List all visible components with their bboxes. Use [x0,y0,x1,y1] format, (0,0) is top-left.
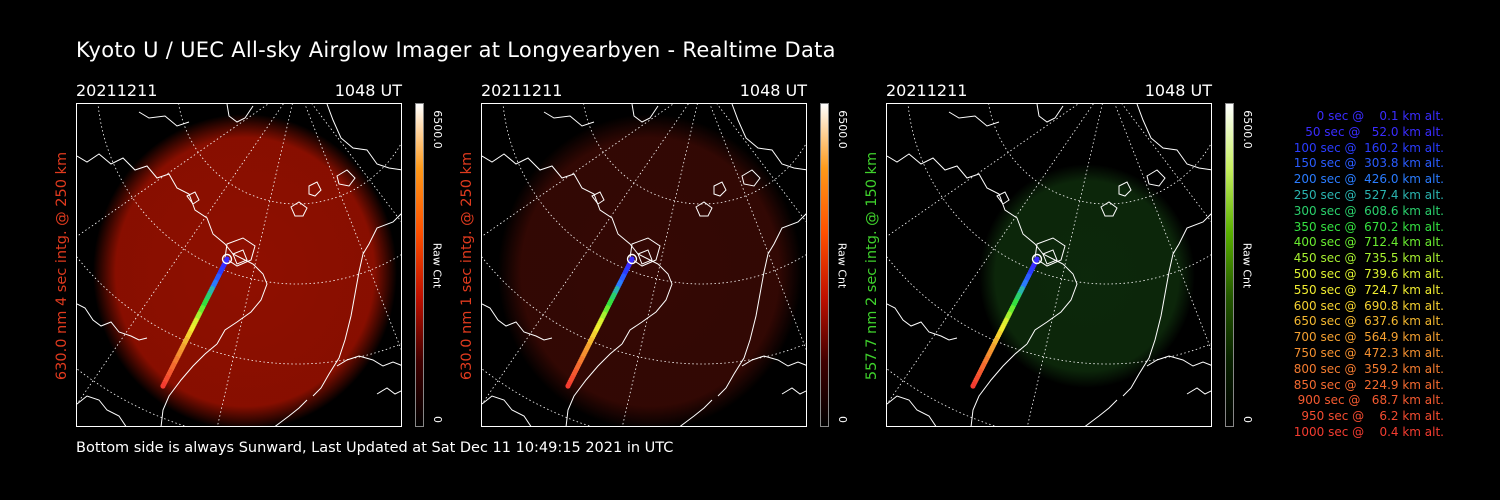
panel-time: 1048 UT [1144,81,1212,100]
panel-date: 20211211 [481,81,563,100]
legend-row: 600 sec @ 690.8 km alt. [1289,298,1444,313]
legend-row: 50 sec @ 52.0 km alt. [1297,124,1444,139]
legend-row: 1000 sec @ 0.4 km alt. [1293,424,1444,439]
colorbar-unit: Raw Cnt [835,242,849,288]
colorbar-max: 6500.0 [1240,110,1254,149]
panel-time: 1048 UT [334,81,402,100]
launch-site-marker [626,253,638,265]
panel-1: 20211211 1048 UT 630.0 nm 4 sec intg. @ … [54,80,476,440]
coastline [482,104,806,426]
map-svg [887,104,1211,426]
legend-row: 500 sec @ 739.6 km alt. [1289,266,1444,281]
legend-row: 250 sec @ 527.4 km alt. [1289,187,1444,202]
legend-row: 650 sec @ 637.6 km alt. [1289,314,1444,329]
legend-row: 350 sec @ 670.2 km alt. [1289,219,1444,234]
rocket-trajectory [970,256,1040,389]
all-sky-image[interactable] [76,103,402,427]
legend-row: 0 sec @ 0.1 km alt. [1305,109,1444,123]
panel-3: 20211211 1048 UT 557.7 nm 2 sec intg. @ … [864,80,1286,440]
launch-site-marker [1031,253,1043,265]
airglow-disk [498,114,802,426]
panel-time: 1048 UT [739,81,807,100]
graticule [482,104,806,426]
legend-row: 900 sec @ 68.7 km alt. [1293,393,1444,408]
trajectory-point [565,383,571,389]
footer-status: Bottom side is always Sunward, Last Upda… [76,440,674,456]
all-sky-image[interactable] [481,103,807,427]
colorbar [1225,103,1234,427]
panel-side-label: 630.0 nm 4 sec intg. @ 250 km [54,151,70,380]
map-svg [482,104,806,426]
graticule [887,104,1211,426]
legend-row: 700 sec @ 564.9 km alt. [1289,330,1444,345]
legend-row: 950 sec @ 6.2 km alt. [1297,409,1444,424]
map-svg [77,104,401,426]
page-title: Kyoto U / UEC All-sky Airglow Imager at … [76,38,836,62]
legend-row: 800 sec @ 359.2 km alt. [1289,361,1444,376]
trajectory-point [970,383,976,389]
legend-row: 300 sec @ 608.6 km alt. [1289,203,1444,218]
legend-row: 100 sec @ 160.2 km alt. [1289,140,1444,155]
colorbar-max: 6500.0 [430,110,444,149]
all-sky-image[interactable] [886,103,1212,427]
legend-row: 750 sec @ 472.3 km alt. [1289,345,1444,360]
colorbar-min: 0 [430,415,444,423]
legend-row: 850 sec @ 224.9 km alt. [1289,377,1444,392]
legend-row: 150 sec @ 303.8 km alt. [1289,156,1444,171]
panel-side-label: 630.0 nm 1 sec intg. @ 250 km [459,151,475,380]
colorbar [820,103,829,427]
legend-row: 450 sec @ 735.5 km alt. [1289,251,1444,266]
panel-date: 20211211 [76,81,158,100]
launch-site-marker [221,253,233,265]
coastline [77,104,401,426]
panel-2: 20211211 1048 UT 630.0 nm 1 sec intg. @ … [459,80,881,440]
colorbar-min: 0 [1240,415,1254,423]
rocket-trajectory [565,256,635,389]
colorbar-min: 0 [835,415,849,423]
panel-date: 20211211 [886,81,968,100]
graticule [77,104,401,426]
colorbar [415,103,424,427]
colorbar-max: 6500.0 [835,110,849,149]
legend-row: 550 sec @ 724.7 km alt. [1289,282,1444,297]
coastline [887,104,1211,426]
colorbar-unit: Raw Cnt [1240,242,1254,288]
trajectory-point [160,383,166,389]
legend-row: 200 sec @ 426.0 km alt. [1289,172,1444,187]
legend-row: 400 sec @ 712.4 km alt. [1289,235,1444,250]
panel-side-label: 557.7 nm 2 sec intg. @ 150 km [864,151,880,380]
trajectory-legend: 0 sec @ 0.1 km alt. 50 sec @ 52.0 km alt… [1262,109,1444,441]
airglow-disk [979,164,1195,388]
airglow-disk [93,114,397,426]
colorbar-unit: Raw Cnt [430,242,444,288]
